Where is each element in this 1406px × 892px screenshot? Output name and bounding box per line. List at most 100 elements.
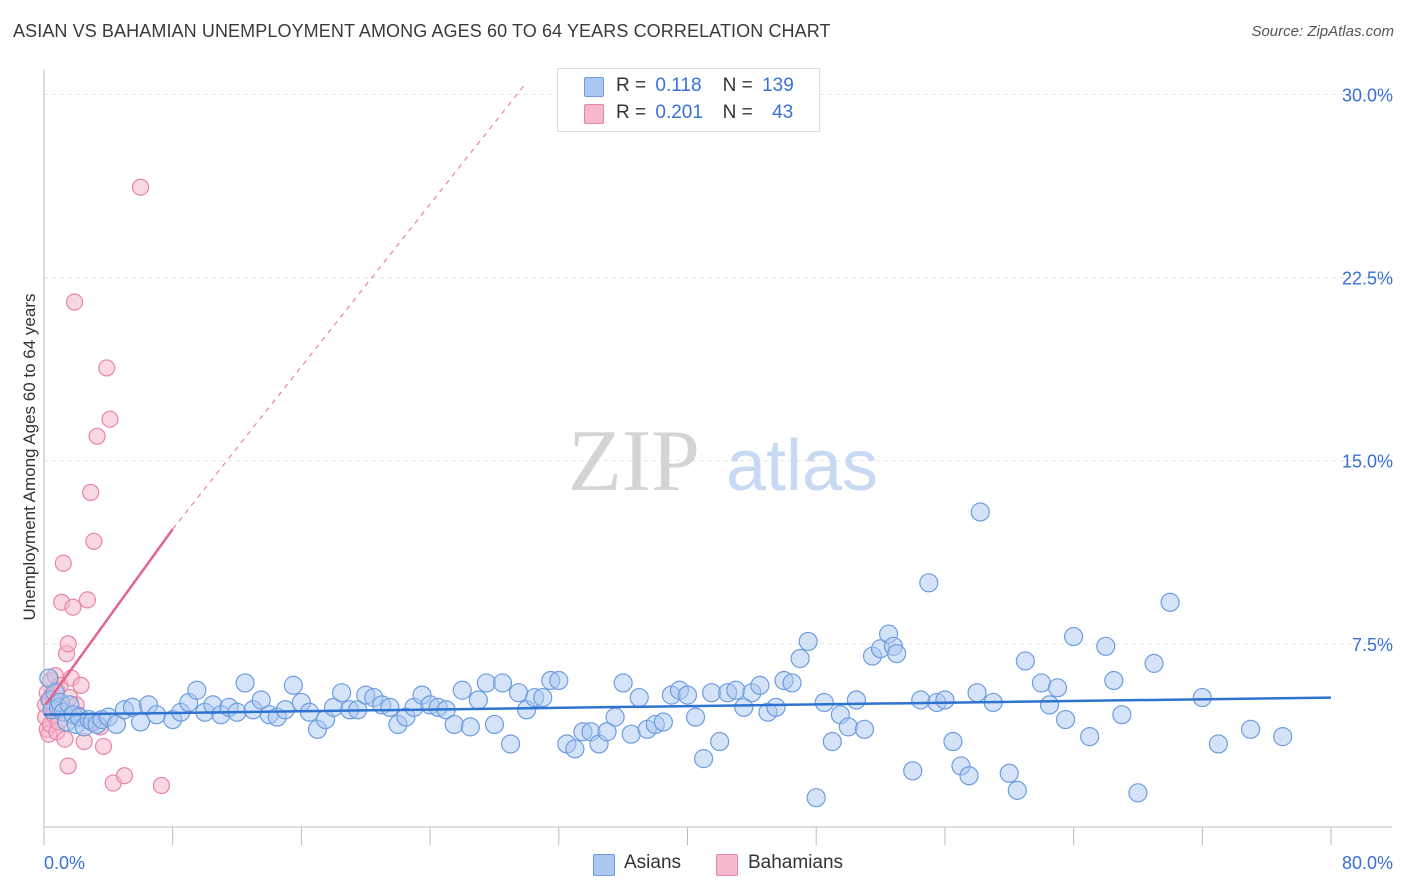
asians-point-104 bbox=[806, 788, 826, 808]
asians-point-51 bbox=[380, 697, 400, 717]
asians-point-141 bbox=[1160, 592, 1180, 612]
bahamians-point-32 bbox=[82, 483, 100, 502]
legend-bahamians-label: Bahamians bbox=[748, 852, 844, 873]
bahamians-point-29 bbox=[72, 676, 90, 694]
asians-swatch bbox=[584, 77, 604, 97]
asians-point-78 bbox=[597, 722, 617, 742]
asians-point-124 bbox=[967, 683, 987, 703]
asians-r-label: R = bbox=[616, 75, 647, 96]
asians-n-label: N = bbox=[722, 75, 753, 96]
asians-point-110 bbox=[854, 719, 875, 739]
asians-point-134 bbox=[1063, 626, 1084, 647]
bahamians-point-38 bbox=[101, 410, 119, 428]
bahamians-point-33 bbox=[85, 532, 103, 550]
asians-legend-row: R = 0.118 N = 139 bbox=[616, 75, 794, 97]
asians-point-133 bbox=[1055, 709, 1076, 730]
bahamians-trend-extension bbox=[172, 81, 528, 530]
asians-n-value: 139 bbox=[762, 75, 794, 96]
asians-point-106 bbox=[822, 731, 842, 752]
bahamians-r-value: 0.201 bbox=[655, 102, 703, 123]
asians-point-137 bbox=[1104, 670, 1124, 691]
correlation-legend: R = 0.118 N = 139 R = 0.201 N = 43 bbox=[557, 68, 820, 132]
asians-point-64 bbox=[484, 714, 505, 735]
y-tick-label-3: 30.0% bbox=[1342, 85, 1393, 105]
asians-point-120 bbox=[935, 690, 955, 710]
asians-point-102 bbox=[790, 648, 810, 669]
asians-point-135 bbox=[1080, 727, 1100, 747]
asians-point-60 bbox=[452, 680, 472, 700]
asians-point-92 bbox=[710, 731, 730, 752]
chart-title: ASIAN VS BAHAMIAN UNEMPLOYMENT AMONG AGE… bbox=[13, 21, 831, 41]
asians-trend-line bbox=[43, 696, 1332, 716]
asians-point-131 bbox=[1039, 695, 1060, 715]
asians-point-101 bbox=[782, 673, 802, 693]
legend-asians-label: Asians bbox=[624, 852, 682, 873]
asians-point-118 bbox=[919, 573, 939, 593]
x-tick-label-max: 80.0% bbox=[1342, 853, 1393, 873]
asians-point-39 bbox=[283, 675, 303, 695]
asians-point-81 bbox=[621, 724, 641, 744]
watermark-atlas: atlas bbox=[726, 426, 878, 506]
bahamians-point-26 bbox=[65, 293, 84, 311]
asians-point-125 bbox=[970, 502, 990, 522]
x-tick-label-min: 0.0% bbox=[44, 853, 85, 873]
y-tick-label-1: 15.0% bbox=[1342, 452, 1393, 472]
bahamians-point-37 bbox=[98, 359, 116, 377]
asians-point-62 bbox=[468, 690, 488, 710]
asians-point-33 bbox=[235, 673, 255, 693]
asians-point-88 bbox=[677, 685, 698, 705]
asians-point-72 bbox=[549, 670, 569, 691]
asians-point-139 bbox=[1128, 783, 1148, 803]
asians-point-35 bbox=[251, 690, 271, 710]
asians-point-27 bbox=[187, 680, 207, 700]
asians-point-121 bbox=[943, 731, 963, 752]
bahamians-n-label: N = bbox=[722, 102, 753, 123]
asians-point-61 bbox=[460, 717, 480, 737]
asians-point-116 bbox=[903, 761, 923, 781]
bahamians-n-value: 43 bbox=[772, 102, 794, 123]
bahamians-point-42 bbox=[152, 776, 171, 795]
bahamians-point-34 bbox=[88, 427, 106, 445]
legend-asians-swatch bbox=[593, 854, 615, 876]
gridlines bbox=[44, 93, 1392, 645]
asians-point-132 bbox=[1047, 678, 1068, 698]
asians-points bbox=[39, 502, 1293, 808]
asians-point-82 bbox=[629, 687, 649, 708]
asians-point-38 bbox=[275, 700, 295, 720]
asians-point-109 bbox=[846, 690, 867, 710]
asians-point-59 bbox=[444, 714, 464, 735]
bahamians-point-22 bbox=[59, 757, 77, 775]
asians-point-117 bbox=[911, 690, 931, 710]
asians-point-136 bbox=[1096, 636, 1116, 656]
bahamians-point-36 bbox=[94, 737, 113, 756]
asians-point-21 bbox=[130, 712, 151, 732]
bahamians-point-21 bbox=[59, 635, 77, 653]
asians-point-108 bbox=[838, 717, 858, 737]
bahamians-point-41 bbox=[131, 178, 150, 196]
legend-bahamians-swatch bbox=[716, 854, 738, 876]
bahamians-point-31 bbox=[78, 591, 97, 609]
bahamians-point-25 bbox=[64, 598, 82, 616]
asians-point-142 bbox=[1192, 687, 1212, 708]
trend-lines bbox=[43, 81, 1332, 716]
bahamians-swatch bbox=[584, 104, 604, 124]
asians-point-130 bbox=[1031, 673, 1052, 693]
asians-point-128 bbox=[1007, 780, 1027, 800]
asians-point-80 bbox=[613, 673, 633, 693]
asians-point-90 bbox=[693, 749, 714, 769]
asians-point-70 bbox=[533, 687, 553, 708]
asians-point-23 bbox=[147, 705, 167, 725]
asians-point-127 bbox=[999, 763, 1019, 783]
asians-point-143 bbox=[1208, 734, 1228, 754]
y-tick-label-2: 22.5% bbox=[1342, 269, 1393, 289]
asians-point-115 bbox=[887, 644, 907, 664]
asians-point-65 bbox=[492, 673, 513, 693]
asians-point-18 bbox=[106, 714, 126, 735]
asians-point-74 bbox=[565, 739, 585, 759]
asians-point-123 bbox=[959, 766, 979, 786]
tick-labels: 7.5% 15.0% 22.5% 30.0% 0.0% 80.0% bbox=[44, 85, 1393, 873]
asians-point-89 bbox=[685, 707, 706, 727]
asians-point-91 bbox=[702, 683, 722, 703]
asians-point-63 bbox=[476, 673, 497, 693]
asians-point-97 bbox=[750, 675, 770, 695]
